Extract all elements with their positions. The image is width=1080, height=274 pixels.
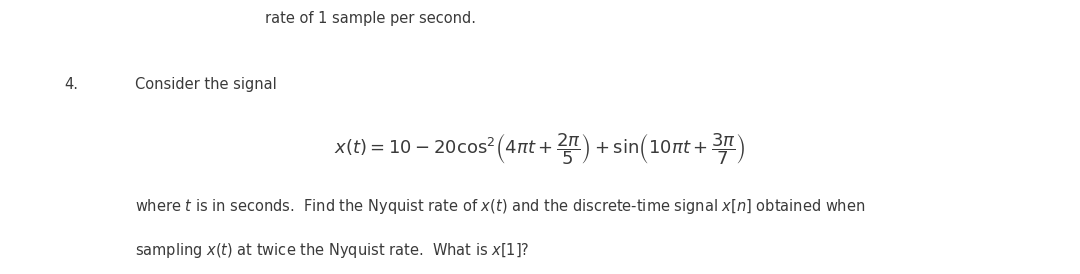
- Text: $x(t) = 10 - 20\cos^{2}\!\left(4\pi t + \dfrac{2\pi}{5}\right) + \sin\!\left(10\: $x(t) = 10 - 20\cos^{2}\!\left(4\pi t + …: [334, 132, 746, 167]
- Text: rate of 1 sample per second.: rate of 1 sample per second.: [265, 11, 475, 26]
- Text: where $t$ is in seconds.  Find the Nyquist rate of $x(t)$ and the discrete-time : where $t$ is in seconds. Find the Nyquis…: [135, 197, 865, 216]
- Text: Consider the signal: Consider the signal: [135, 77, 276, 92]
- Text: sampling $x(t)$ at twice the Nyquist rate.  What is $x[1]$?: sampling $x(t)$ at twice the Nyquist rat…: [135, 241, 529, 260]
- Text: 4.: 4.: [65, 77, 79, 92]
